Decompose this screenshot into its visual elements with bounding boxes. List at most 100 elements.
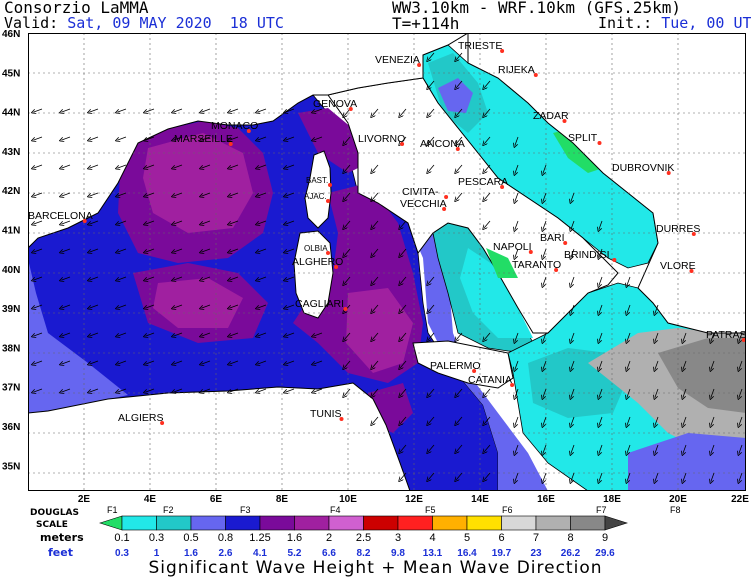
direction-arrow — [428, 108, 435, 116]
direction-arrow — [456, 136, 463, 144]
direction-arrow — [258, 108, 267, 112]
legend-swatch — [190, 515, 226, 531]
direction-arrow — [543, 472, 547, 482]
direction-arrow — [230, 220, 239, 224]
city-marker — [400, 142, 405, 146]
direction-arrow — [230, 360, 239, 364]
direction-arrow — [90, 136, 99, 140]
city-marker — [472, 369, 477, 373]
city-marker — [326, 199, 330, 203]
direction-arrow — [515, 220, 519, 230]
direction-arrow — [258, 276, 267, 280]
direction-arrow — [34, 276, 43, 280]
direction-arrow — [202, 304, 211, 308]
direction-arrow — [571, 332, 575, 342]
direction-arrow — [146, 220, 155, 224]
direction-arrow — [571, 388, 575, 398]
lon-label: 14E — [471, 494, 489, 505]
direction-arrow — [146, 360, 155, 364]
city-marker — [417, 63, 422, 67]
legend-swatch — [604, 515, 628, 531]
direction-arrow — [118, 388, 127, 392]
lon-label: 16E — [537, 494, 555, 505]
direction-arrow — [118, 220, 127, 224]
meters-tick: 8 — [567, 532, 573, 544]
direction-arrow — [400, 472, 407, 480]
meters-tick: 9 — [602, 532, 608, 544]
direction-arrow — [118, 108, 127, 112]
italy-green-patch — [486, 248, 518, 278]
douglas-class: F4 — [330, 505, 341, 515]
direction-arrow — [655, 472, 659, 482]
direction-arrow — [146, 192, 155, 196]
lat-label: 35N — [2, 461, 20, 472]
city-marker — [442, 207, 447, 211]
meters-tick: 2 — [326, 532, 332, 544]
direction-arrow — [711, 388, 715, 398]
wave-direction-arrows — [34, 52, 743, 482]
legend-swatch — [294, 515, 330, 531]
lon-label: 2E — [78, 494, 91, 505]
city-label: VECCHIA — [400, 198, 447, 210]
direction-arrow — [62, 108, 71, 112]
direction-arrow — [314, 360, 323, 364]
city-label: ZADAR — [533, 110, 569, 122]
direction-arrow — [62, 136, 71, 140]
direction-arrow — [400, 360, 407, 368]
direction-arrow — [174, 360, 183, 364]
sea-adriatic-green — [553, 128, 603, 173]
city-marker — [528, 250, 533, 254]
direction-arrow — [174, 304, 183, 308]
direction-arrow — [571, 360, 575, 370]
org-title: Consorzio LaMMA — [4, 0, 149, 17]
direction-arrow — [515, 332, 519, 342]
lon-label: 6E — [210, 494, 223, 505]
valid-time: 18 UTC — [229, 14, 284, 32]
meters-tick: 1.6 — [287, 532, 302, 544]
direction-arrow — [711, 416, 715, 426]
city-label: PATRAS — [706, 329, 746, 341]
model-title: WW3.10km - WRF.10km (GFS.25km) — [392, 0, 681, 17]
lat-label: 38N — [2, 343, 20, 354]
direction-arrow — [34, 136, 43, 140]
direction-arrow — [571, 304, 575, 314]
direction-arrow — [118, 192, 127, 196]
direction-arrow — [62, 360, 71, 364]
direction-arrow — [543, 444, 547, 454]
direction-arrow — [372, 192, 379, 200]
direction-arrow — [258, 164, 267, 168]
lat-label: 45N — [2, 68, 20, 79]
direction-arrow — [428, 472, 435, 480]
direction-arrow — [118, 304, 127, 308]
direction-arrow — [428, 388, 435, 396]
city-marker — [533, 73, 538, 77]
valid-date: Sat, 09 MAY 2020 — [67, 14, 212, 32]
direction-arrow — [484, 192, 491, 200]
direction-arrow — [202, 108, 211, 112]
direction-arrow — [484, 108, 491, 116]
direction-arrow — [62, 164, 71, 168]
city-marker — [741, 338, 746, 342]
direction-arrow — [174, 276, 183, 280]
city-marker — [562, 119, 567, 123]
city-label: PESCARA — [458, 176, 508, 188]
direction-arrow — [484, 416, 491, 424]
direction-arrow — [118, 332, 127, 336]
direction-arrow — [34, 192, 43, 196]
direction-arrow — [543, 248, 547, 258]
direction-arrow — [146, 388, 155, 392]
direction-arrow — [515, 444, 519, 454]
direction-arrow — [202, 276, 211, 280]
direction-arrow — [599, 444, 603, 454]
meters-tick: 2.5 — [356, 532, 371, 544]
valid-line: Valid: Sat, 09 MAY 2020 18 UTC — [4, 14, 284, 32]
lat-label: 40N — [2, 265, 20, 276]
direction-arrow — [627, 416, 631, 426]
legend-swatch — [501, 515, 537, 531]
direction-arrow — [258, 248, 267, 252]
direction-arrow — [230, 332, 239, 336]
direction-arrow — [118, 136, 127, 140]
direction-arrow — [34, 164, 43, 168]
direction-arrow — [627, 304, 631, 314]
direction-arrow — [428, 52, 435, 60]
